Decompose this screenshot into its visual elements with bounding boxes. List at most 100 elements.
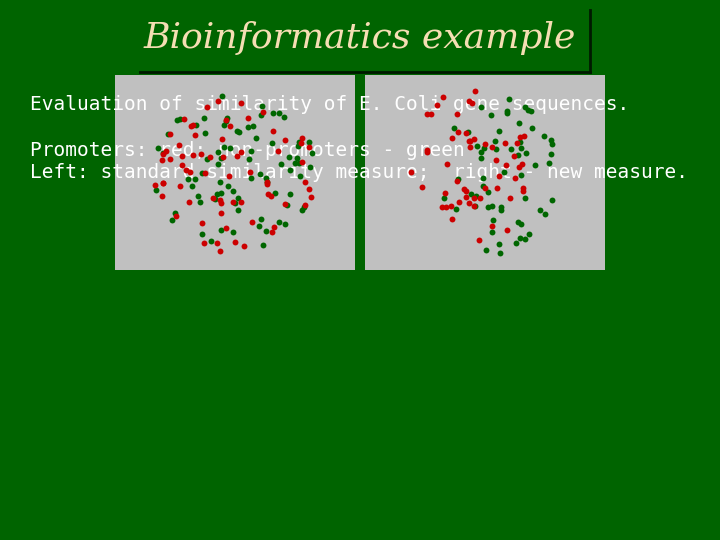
Point xyxy=(231,126,243,135)
Point xyxy=(261,173,272,182)
Point xyxy=(300,200,311,209)
Point xyxy=(260,226,271,235)
Point xyxy=(231,152,243,160)
Point xyxy=(515,133,526,141)
Point xyxy=(465,190,477,198)
Point xyxy=(480,184,491,192)
Point xyxy=(255,215,266,224)
Bar xyxy=(115,75,355,270)
Point xyxy=(491,184,503,192)
Point xyxy=(296,158,307,166)
Point xyxy=(543,159,554,168)
Point xyxy=(170,212,181,220)
Point xyxy=(224,122,235,131)
Point xyxy=(157,149,168,158)
Point xyxy=(214,246,225,255)
Point xyxy=(184,168,196,177)
Point xyxy=(258,108,269,117)
Point xyxy=(518,132,530,140)
Point xyxy=(545,150,557,159)
Point xyxy=(460,193,472,202)
Point xyxy=(508,151,520,160)
Point xyxy=(195,150,207,159)
Point xyxy=(196,219,207,227)
Point xyxy=(446,214,458,223)
Point xyxy=(475,147,487,156)
Point xyxy=(520,148,531,157)
Point xyxy=(421,148,433,157)
Point xyxy=(526,106,537,115)
Point xyxy=(174,182,185,191)
Point xyxy=(247,218,258,227)
Point xyxy=(490,136,501,145)
Point xyxy=(453,198,464,207)
Point xyxy=(233,194,244,202)
Point xyxy=(526,124,538,132)
Point xyxy=(267,126,279,135)
Point xyxy=(171,116,183,125)
Point xyxy=(256,102,268,111)
Point xyxy=(174,115,185,124)
Point xyxy=(446,133,458,142)
Point xyxy=(297,206,308,214)
Point xyxy=(518,194,530,202)
Point xyxy=(216,92,228,100)
Point xyxy=(267,109,279,118)
Point xyxy=(197,168,208,177)
Point xyxy=(295,139,307,148)
Point xyxy=(222,182,233,191)
Point xyxy=(451,110,463,118)
Point xyxy=(513,119,525,127)
Point xyxy=(204,153,216,161)
Point xyxy=(534,206,546,214)
Point xyxy=(228,198,239,207)
Point xyxy=(199,129,211,138)
Point xyxy=(451,177,463,185)
Point xyxy=(254,170,266,179)
Point xyxy=(162,130,174,139)
Point xyxy=(482,203,493,212)
Point xyxy=(478,144,490,152)
Point xyxy=(538,132,549,140)
Point xyxy=(519,234,531,243)
Point xyxy=(493,127,505,136)
Point xyxy=(516,159,528,168)
Point xyxy=(157,179,168,187)
Point xyxy=(234,128,246,137)
Point xyxy=(459,185,470,193)
Point xyxy=(486,142,498,151)
Point xyxy=(469,201,480,210)
Point xyxy=(235,147,247,156)
Point xyxy=(304,138,315,146)
Point xyxy=(523,230,534,239)
Point xyxy=(495,206,507,214)
Point xyxy=(192,192,204,200)
Point xyxy=(299,202,310,211)
Point xyxy=(294,159,305,167)
Point xyxy=(150,186,161,194)
Point xyxy=(186,182,197,191)
Point xyxy=(546,195,558,204)
Point xyxy=(158,179,169,187)
Point xyxy=(164,130,176,138)
Point xyxy=(477,174,488,183)
Point xyxy=(487,215,498,224)
Point xyxy=(431,100,443,109)
Point xyxy=(246,174,257,183)
Point xyxy=(440,202,451,211)
Point xyxy=(504,94,516,103)
Point xyxy=(257,241,269,249)
Point xyxy=(247,122,258,130)
Point xyxy=(184,198,195,207)
Point xyxy=(170,209,181,218)
Point xyxy=(199,114,210,123)
Point xyxy=(438,93,449,102)
Point xyxy=(468,194,480,202)
Point xyxy=(215,208,227,217)
Point xyxy=(228,228,239,237)
Point xyxy=(500,139,511,147)
Point xyxy=(223,171,235,180)
Point xyxy=(189,131,201,139)
Point xyxy=(215,178,226,187)
Point xyxy=(472,142,483,151)
